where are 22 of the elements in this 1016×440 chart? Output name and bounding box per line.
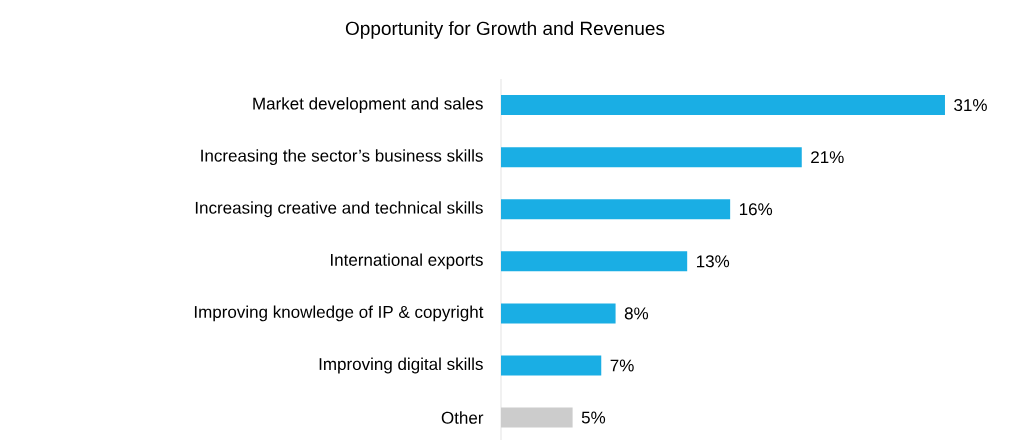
bar: [501, 355, 602, 376]
data-label: 7%: [610, 359, 634, 372]
data-label: 16%: [739, 203, 773, 216]
bar: [501, 199, 731, 220]
chart-title: Opportunity for Growth and Revenues: [345, 21, 665, 39]
bar: [501, 251, 688, 272]
data-label: 8%: [624, 307, 649, 320]
y-tick-label: International exports: [331, 253, 483, 270]
data-label: 21%: [811, 151, 844, 164]
data-label: 31%: [954, 99, 987, 112]
bar: [501, 147, 802, 168]
y-tick-label: Other: [441, 411, 484, 424]
data-label: 13%: [697, 255, 730, 268]
y-tick-label: Increasing the sector’s business skills: [201, 149, 483, 166]
bar: [501, 95, 945, 116]
bar: [501, 303, 616, 324]
y-tick-label: Increasing creative and technical skills: [195, 201, 483, 218]
y-tick-label: Market development and sales: [253, 97, 483, 113]
y-tick-label: Improving digital skills: [319, 357, 483, 374]
y-tick-label: Improving knowledge of IP & copyright: [194, 305, 484, 322]
data-label: 5%: [581, 411, 606, 424]
bar: [501, 407, 573, 428]
